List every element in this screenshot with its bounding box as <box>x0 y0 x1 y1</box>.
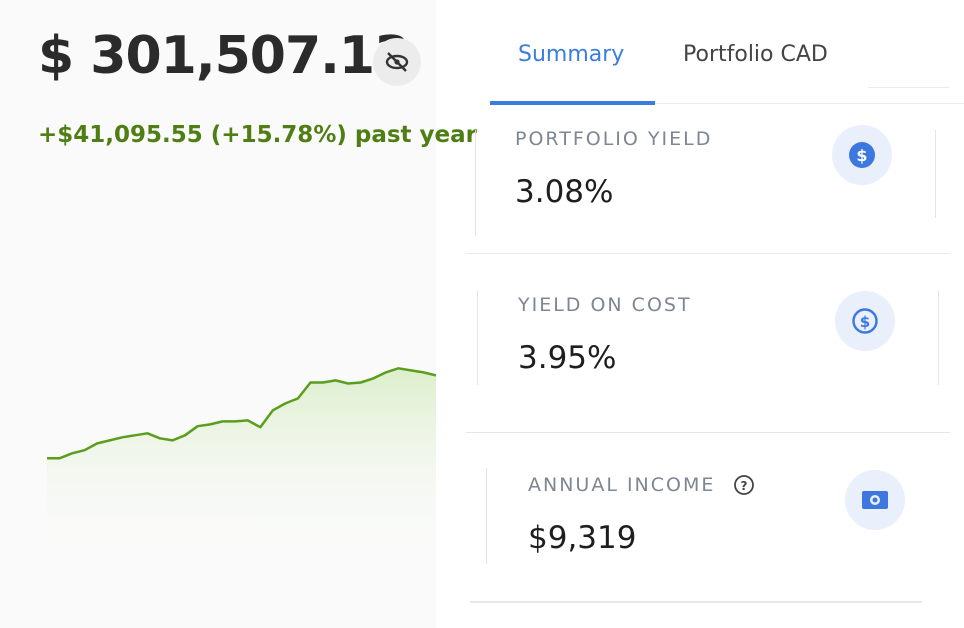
card-label: PORTFOLIO YIELD <box>515 128 713 150</box>
svg-text:$: $ <box>856 146 867 165</box>
divider <box>938 290 939 385</box>
cash-icon <box>845 470 905 530</box>
change: +$41,095.55 (+15.78%) past year <box>38 122 478 148</box>
tab-underline <box>490 101 655 105</box>
card-value: 3.95% <box>518 340 617 376</box>
hide-button[interactable] <box>373 38 421 86</box>
tab-border <box>868 87 950 88</box>
card-separator <box>466 253 950 254</box>
tab-portfolio[interactable]: Portfolio CAD <box>683 42 828 67</box>
card-separator <box>466 432 950 433</box>
tab-summary[interactable]: Summary <box>518 42 625 67</box>
help-icon[interactable]: ? <box>733 474 755 496</box>
area <box>47 368 436 560</box>
divider <box>475 130 476 236</box>
tab-border <box>655 103 964 104</box>
balance: $ 301,507.13 <box>38 26 410 86</box>
card-value: 3.08% <box>515 174 614 210</box>
card-label: ANNUAL INCOME <box>528 474 716 496</box>
svg-text:$: $ <box>860 313 870 331</box>
divider <box>477 290 478 385</box>
line <box>47 367 436 460</box>
divider <box>935 130 936 218</box>
divider <box>486 468 487 564</box>
card-value: $9,319 <box>528 520 637 556</box>
dollar-icon: $ <box>832 125 892 185</box>
card-separator <box>470 601 922 603</box>
sparkline <box>47 367 436 560</box>
dollar-outline-icon: $ <box>835 291 895 351</box>
svg-text:?: ? <box>741 479 748 493</box>
eye-icon <box>385 52 409 72</box>
card-label: YIELD ON COST <box>518 294 692 316</box>
